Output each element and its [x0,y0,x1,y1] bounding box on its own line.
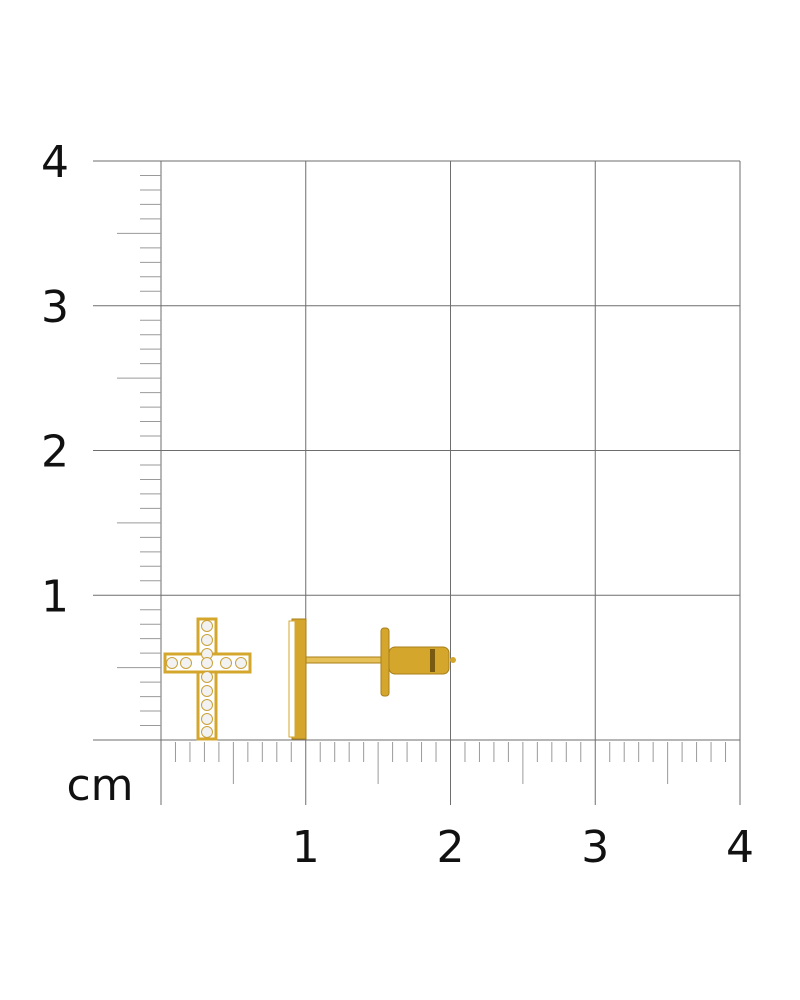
x-axis-label: 3 [581,822,609,873]
diamond-stone [220,657,232,669]
diamond-stone [166,657,178,669]
diamond-stone [180,657,192,669]
diamond-stone [201,620,213,632]
diamond-stone [235,657,247,669]
diamond-stone [201,671,213,683]
x-axis-label: 1 [292,822,320,873]
earring-back-disc [380,627,390,697]
diamond-stone [201,713,213,725]
unit-label: cm [66,760,133,811]
diamond-stone [201,726,213,738]
barrel-highlight [430,649,435,672]
y-axis-label: 2 [41,427,69,478]
y-axis-label: 3 [41,282,69,333]
earring-side-view [288,618,456,740]
x-axis-label: 2 [437,822,465,873]
y-axis-label: 4 [41,137,69,188]
earring-post [305,656,387,664]
diamond-stone [201,634,213,646]
cross-side-face [288,620,296,738]
earring-front-view [163,617,252,741]
diamond-stone [201,685,213,697]
earring-back-barrel [388,646,450,675]
diamond-stone [201,699,213,711]
diamond-stone [201,657,213,669]
post-tip [450,657,456,663]
y-axis-label: 1 [41,571,69,622]
x-axis-label: 4 [726,822,754,873]
